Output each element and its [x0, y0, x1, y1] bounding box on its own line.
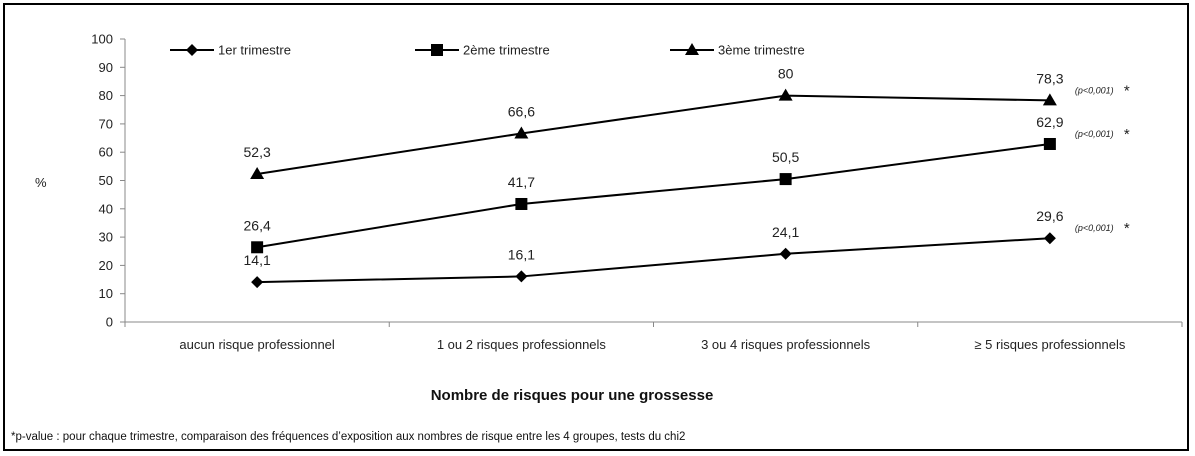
series-layer: 14,1 16,1 24,1 29,6 (p<0,001) * 26,4 41,7 50,5 62… — [244, 66, 1130, 289]
y-tick-label: 10 — [99, 286, 113, 301]
data-point — [1043, 232, 1056, 245]
x-category-label: ≥ 5 risques professionnels — [974, 337, 1125, 352]
data-point — [515, 270, 528, 283]
y-axis-label: % — [35, 175, 47, 190]
series-line — [256, 143, 1051, 249]
x-categories: aucun risque professionnel 1 ou 2 risques… — [124, 322, 1183, 352]
series-line — [257, 237, 1050, 284]
data-label: 66,6 — [508, 104, 535, 120]
data-point — [1042, 93, 1057, 106]
data-label: 29,6 — [1036, 208, 1063, 224]
legend: 1er trimestre 2ème trimestre 3ème trimestr… — [170, 43, 805, 58]
data-label: 14,1 — [244, 252, 271, 268]
y-tick-label: 20 — [99, 258, 113, 273]
y-tick-label: 40 — [99, 201, 113, 216]
data-point — [1043, 137, 1056, 150]
data-point — [251, 241, 264, 254]
legend-marker — [431, 44, 443, 56]
data-label: 52,3 — [244, 144, 271, 160]
line-chart: % 0 10 20 30 40 50 60 70 80 90 100 aucun risque pr… — [35, 32, 1183, 404]
footnote: *p-value : pour chaque trimestre, compar… — [11, 431, 686, 443]
data-label: 80 — [778, 66, 794, 82]
p-value-annotation: (p<0,001) — [1075, 85, 1114, 95]
series-line — [256, 94, 1050, 175]
data-point — [779, 247, 792, 260]
significance-star: * — [1124, 126, 1130, 143]
series-1: 14,1 16,1 24,1 29,6 (p<0,001) * — [244, 208, 1130, 289]
y-tick-label: 50 — [99, 173, 113, 188]
y-tick-label: 60 — [99, 145, 113, 160]
significance-star: * — [1124, 220, 1130, 237]
y-tick-label: 70 — [99, 116, 113, 131]
data-point — [250, 166, 265, 179]
y-tick-label: 90 — [99, 60, 113, 75]
x-category-label: 1 ou 2 risques professionnels — [437, 337, 607, 352]
x-category-label: aucun risque professionnel — [179, 337, 334, 352]
legend-marker — [685, 43, 699, 55]
y-tick-label: 30 — [99, 230, 113, 245]
data-point — [778, 88, 793, 101]
data-label: 50,5 — [772, 149, 799, 165]
legend-label: 1er trimestre — [218, 43, 291, 58]
data-point — [515, 197, 528, 210]
data-point — [514, 126, 529, 139]
y-tick-label: 80 — [99, 88, 113, 103]
legend-marker — [186, 44, 198, 56]
data-label: 41,7 — [508, 174, 535, 190]
x-category-label: 3 ou 4 risques professionnels — [701, 337, 871, 352]
y-ticks: 0 10 20 30 40 50 60 70 80 90 100 — [91, 32, 125, 330]
p-value-annotation: (p<0,001) — [1075, 223, 1114, 233]
series-2: 26,4 41,7 50,5 62,9 (p<0,001) * — [244, 114, 1130, 254]
significance-star: * — [1124, 82, 1130, 99]
data-point — [251, 276, 264, 289]
data-label: 26,4 — [244, 217, 271, 233]
chart-frame: % 0 10 20 30 40 50 60 70 80 90 100 aucun risque pr… — [3, 3, 1189, 451]
x-axis-title: Nombre de risques pour une grossesse — [431, 387, 714, 404]
legend-label: 3ème trimestre — [718, 43, 805, 58]
data-label: 78,3 — [1036, 70, 1063, 86]
legend-label: 2ème trimestre — [463, 43, 550, 58]
data-label: 16,1 — [508, 246, 535, 262]
p-value-annotation: (p<0,001) — [1075, 129, 1114, 139]
y-tick-label: 100 — [91, 32, 113, 47]
series-3: 52,3 66,6 80 78,3 (p<0,001) * — [244, 66, 1130, 179]
y-tick-label: 0 — [106, 315, 113, 330]
data-point — [779, 173, 792, 186]
data-label: 24,1 — [772, 224, 799, 240]
data-label: 62,9 — [1036, 114, 1063, 130]
